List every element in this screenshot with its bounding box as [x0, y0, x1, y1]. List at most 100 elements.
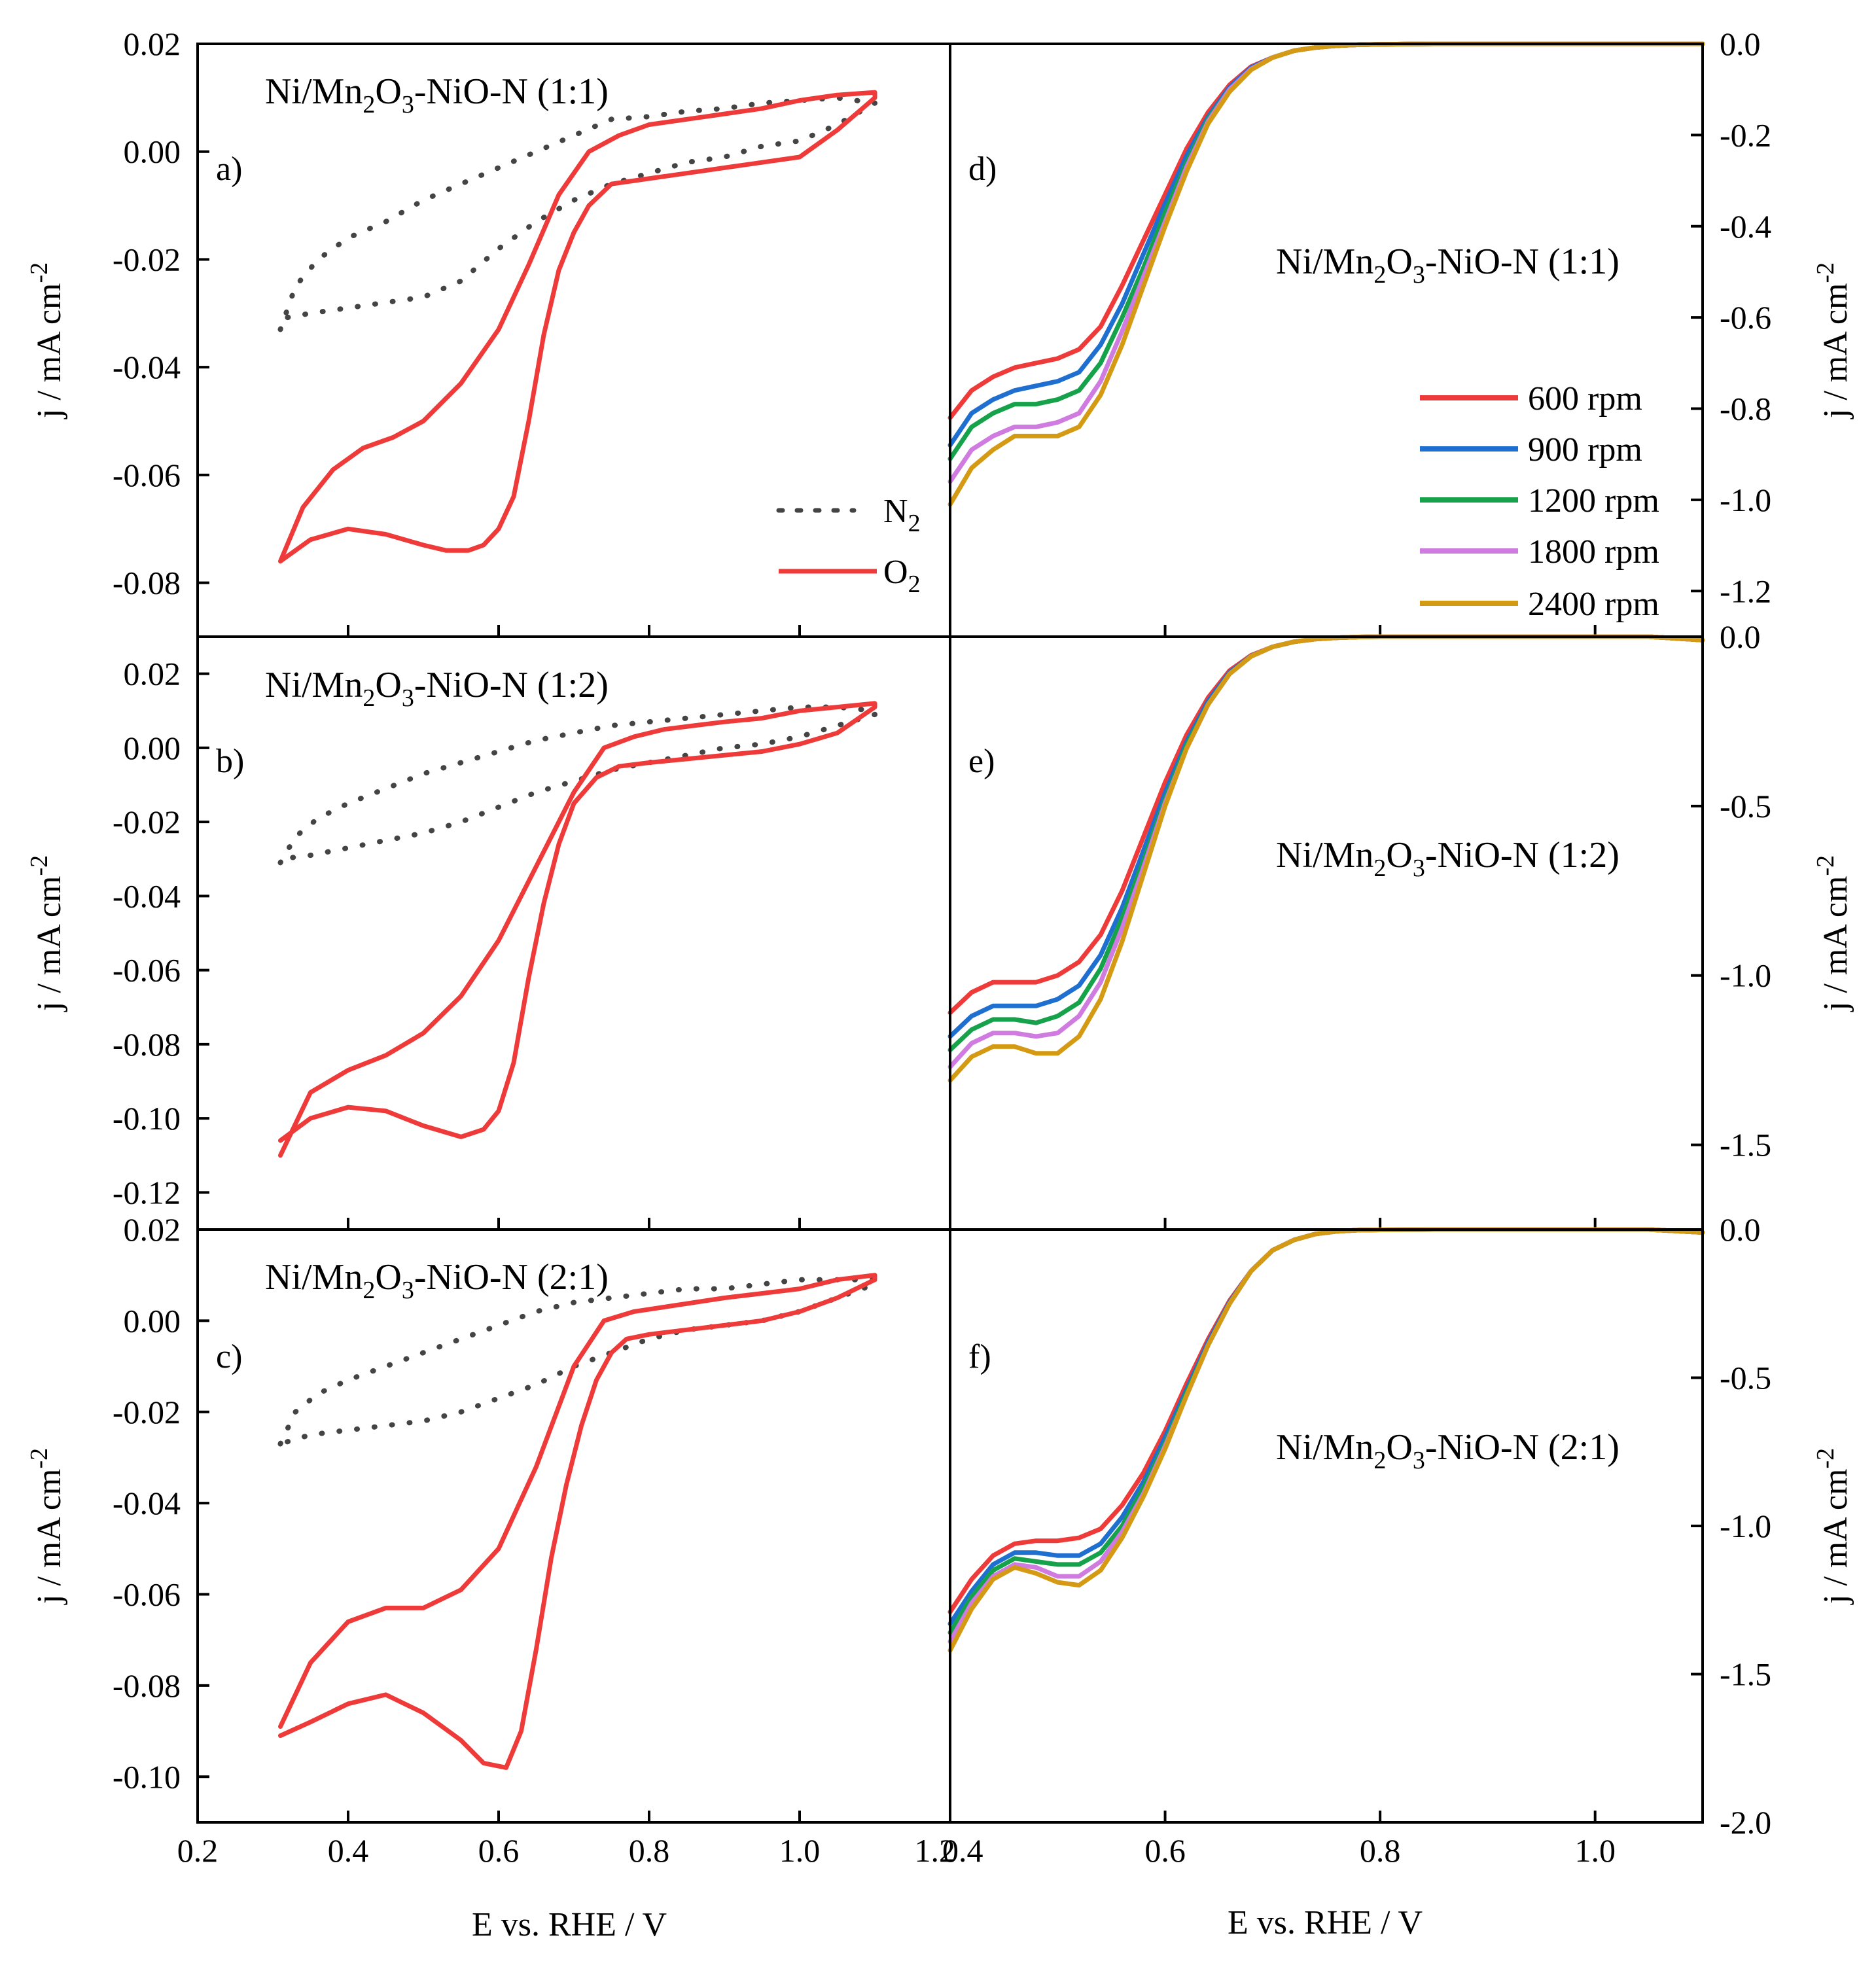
panel-d-ytick-label-5: -1.0 — [1720, 482, 1771, 518]
ylabel-sup: -2 — [1812, 262, 1839, 283]
panel-b-ytick-label-2: -0.02 — [113, 804, 181, 840]
sample-prefix: Ni/Mn — [265, 71, 363, 112]
panel-d-ytick-label-2: -0.4 — [1720, 208, 1771, 245]
panel-c-ytick-label-5: -0.08 — [113, 1667, 181, 1704]
ylabel-sup: -2 — [26, 262, 53, 283]
panel-c-sample-label: Ni/Mn2O3-NiO-N (2:1) — [265, 1257, 609, 1304]
panel-a-ytick-label-0: 0.02 — [124, 26, 181, 62]
panel-a-ytick-label-1: 0.00 — [124, 133, 181, 170]
panel-b-ylabel: j / mA cm-2 — [26, 855, 68, 1012]
panel-c-ytick-label-2: -0.02 — [113, 1394, 181, 1430]
panel-a-ytick-label-3: -0.04 — [113, 349, 181, 385]
panel-c-series-o2 — [278, 1273, 877, 1770]
ylabel-main: j / mA cm — [31, 283, 68, 420]
sample-sub-3: 3 — [402, 1277, 414, 1304]
sample-suffix: -NiO-N (1:1) — [1425, 241, 1619, 282]
sample-sub-2: 2 — [1373, 855, 1386, 882]
n2-sub: 2 — [908, 510, 921, 537]
panel-e-ylabel: j / mA cm-2 — [1812, 855, 1854, 1012]
panel-f-xtick-label-1: 0.6 — [1144, 1832, 1186, 1869]
ylabel-main: j / mA cm — [1817, 1469, 1854, 1606]
panel-a-series-n2 — [277, 95, 877, 332]
panel-d-ytick-label-6: -1.2 — [1720, 573, 1771, 609]
sample-sub-2: 2 — [1373, 1447, 1386, 1474]
panel-d-letter: d) — [968, 150, 997, 188]
panel-c-letter: c) — [216, 1338, 242, 1375]
panel-c-xtick-label-1: 0.4 — [328, 1832, 369, 1869]
panel-d-ylabel: j / mA cm-2 — [1812, 262, 1854, 419]
panel-f-sample-label: Ni/Mn2O3-NiO-N (2:1) — [1276, 1427, 1619, 1474]
panel-e-ytick-label-1: -0.5 — [1720, 788, 1771, 824]
panel-e-ytick-label-3: -1.5 — [1720, 1127, 1771, 1163]
panel-b-ytick-label-7: -0.12 — [113, 1174, 181, 1211]
panel-f-ytick-label-0: 0.0 — [1720, 1211, 1761, 1248]
ylabel-main: j / mA cm — [1817, 876, 1854, 1013]
ylabel-sup: -2 — [1812, 1448, 1839, 1469]
panel-a-ytick-label-5: -0.08 — [113, 565, 181, 601]
ylabel-sup: -2 — [26, 1448, 53, 1469]
panel-d-ytick-label-3: -0.6 — [1720, 299, 1771, 336]
sample-mid: O — [1386, 1427, 1412, 1468]
sample-mid: O — [1386, 241, 1412, 282]
panel-b-sample-label: Ni/Mn2O3-NiO-N (1:2) — [265, 665, 609, 712]
panel-c-xtick-label-0: 0.2 — [177, 1832, 219, 1869]
panel-d-ytick-label-1: -0.2 — [1720, 116, 1771, 153]
sample-suffix: -NiO-N (1:2) — [1425, 835, 1619, 876]
sample-sub-2: 2 — [363, 684, 375, 712]
ylabel-main: j / mA cm — [31, 1469, 68, 1606]
panel-c-xtick-label-4: 1.0 — [779, 1832, 821, 1869]
sample-sub-3: 3 — [1413, 261, 1425, 289]
panel-c-ytick-label-3: -0.04 — [113, 1485, 181, 1521]
sample-suffix: -NiO-N (1:2) — [414, 665, 609, 705]
panel-b-series-o2 — [278, 701, 877, 1158]
panel-b-ytick-label-4: -0.06 — [113, 952, 181, 989]
legend-o2-label: O2 — [883, 554, 921, 598]
sample-sub-3: 3 — [1413, 855, 1425, 882]
panel-d-ytick-label-4: -0.8 — [1720, 391, 1771, 427]
panel-c-ytick-label-4: -0.06 — [113, 1576, 181, 1613]
panel-a-ylabel: j / mA cm-2 — [26, 262, 68, 419]
panel-a-letter: a) — [216, 150, 242, 188]
panel-c-ytick-label-0: 0.02 — [124, 1211, 181, 1248]
panel-c-xtick-label-3: 0.8 — [629, 1832, 670, 1869]
sample-sub-3: 3 — [1413, 1447, 1425, 1474]
legend-1800-label: 1800 rpm — [1528, 533, 1659, 571]
o2-sub: 2 — [908, 571, 921, 598]
panel-f-xtick-label-3: 1.0 — [1574, 1832, 1616, 1869]
panel-f-ylabel: j / mA cm-2 — [1812, 1448, 1854, 1605]
sample-mid: O — [1386, 835, 1412, 876]
sample-sub-2: 2 — [363, 1277, 375, 1304]
panel-f-ytick-label-3: -1.5 — [1720, 1656, 1771, 1693]
panel-f-xtick-label-0: 0.4 — [942, 1832, 983, 1869]
panel-e-ytick-label-0: 0.0 — [1720, 618, 1761, 655]
legend-600-label: 600 rpm — [1528, 380, 1642, 417]
panel-a-ytick-label-4: -0.06 — [113, 457, 181, 493]
panel-e-letter: e) — [968, 743, 995, 780]
panel-b-ytick-label-0: 0.02 — [124, 656, 181, 692]
sample-prefix: Ni/Mn — [1276, 1427, 1373, 1468]
panel-f-ytick-label-1: -0.5 — [1720, 1360, 1771, 1396]
legend-n2-label: N2 — [883, 493, 921, 537]
panel-d-ytick-label-0: 0.0 — [1720, 26, 1761, 62]
o2-main: O — [883, 554, 908, 591]
sample-prefix: Ni/Mn — [265, 1257, 363, 1298]
sample-mid: O — [375, 71, 401, 112]
legend-1200-label: 1200 rpm — [1528, 482, 1659, 520]
sample-sub-3: 3 — [402, 684, 414, 712]
panel-b-ytick-label-5: -0.08 — [113, 1026, 181, 1063]
sample-sub-2: 2 — [363, 91, 375, 118]
sample-mid: O — [375, 665, 401, 705]
ylabel-sup: -2 — [1812, 855, 1839, 876]
legend-900-label: 900 rpm — [1528, 431, 1642, 469]
panel-b-ytick-label-6: -0.10 — [113, 1100, 181, 1137]
panel-e-ytick-label-2: -1.0 — [1720, 957, 1771, 994]
sample-suffix: -NiO-N (2:1) — [1425, 1427, 1619, 1468]
panel-b-letter: b) — [216, 743, 244, 780]
panel-f-ytick-label-4: -2.0 — [1720, 1804, 1771, 1841]
sample-sub-3: 3 — [402, 91, 414, 118]
left-xlabel: E vs. RHE / V — [472, 1906, 667, 1943]
panel-d-sample-label: Ni/Mn2O3-NiO-N (1:1) — [1276, 241, 1619, 289]
panel-f-xtick-label-2: 0.8 — [1360, 1832, 1401, 1869]
ylabel-main: j / mA cm — [1817, 283, 1854, 420]
